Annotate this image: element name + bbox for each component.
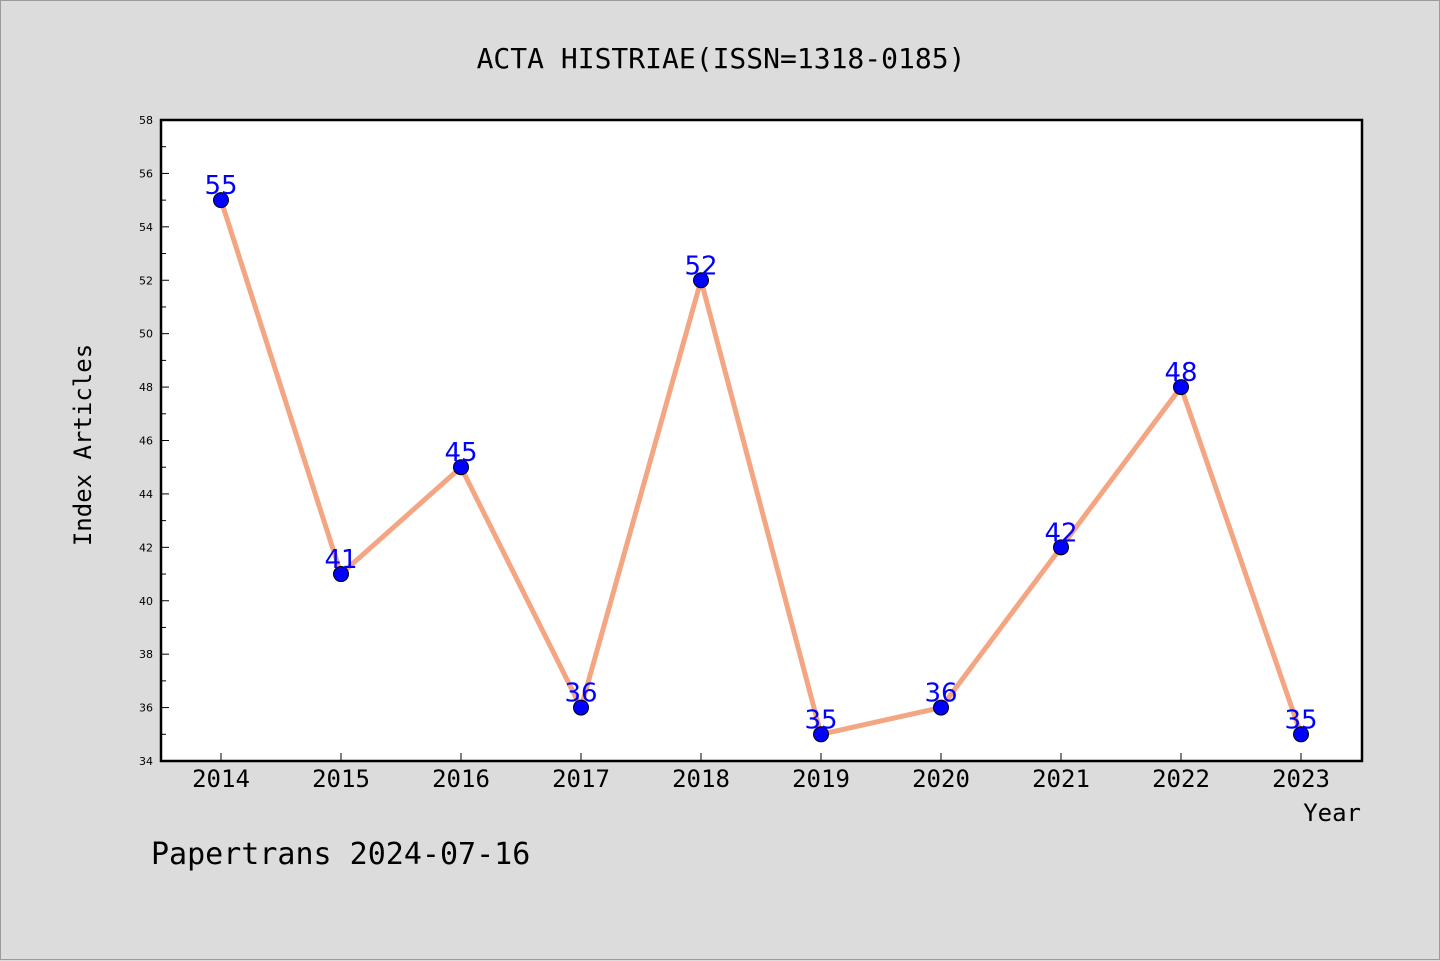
- y-tick-label: 44: [139, 488, 153, 501]
- footer-watermark: Papertrans 2024-07-16: [151, 837, 530, 872]
- data-label: 36: [924, 679, 957, 709]
- data-point: [453, 459, 469, 476]
- x-tick-label: 2022: [1152, 765, 1210, 793]
- x-tick-label: 2019: [792, 765, 850, 793]
- y-axis-label: Index Articles: [69, 344, 97, 546]
- data-label: 35: [804, 705, 837, 735]
- data-label: 35: [1284, 705, 1317, 735]
- y-tick-label: 52: [139, 274, 153, 287]
- y-tick-label: 36: [139, 702, 153, 715]
- data-label: 41: [324, 545, 357, 575]
- x-tick-label: 2023: [1272, 765, 1330, 793]
- y-tick-label: 38: [139, 648, 153, 661]
- data-point: [813, 726, 829, 743]
- x-tick-label: 2018: [672, 765, 730, 793]
- y-tick-label: 40: [139, 595, 153, 608]
- x-tick-label: 2015: [312, 765, 370, 793]
- x-axis: 2014 2015 2016 2017 2018 2019 2020 2021 2022 2023: [192, 753, 1330, 793]
- series-line: [218, 199, 1304, 737]
- y-tick-label: 56: [139, 167, 153, 180]
- y-tick-label: 34: [139, 755, 153, 768]
- data-point: [573, 699, 589, 716]
- x-tick-label: 2017: [552, 765, 610, 793]
- data-label: 52: [684, 251, 717, 281]
- x-tick-label: 2016: [432, 765, 490, 793]
- data-point: [1053, 539, 1069, 556]
- x-tick-label: 2021: [1032, 765, 1090, 793]
- data-point: [1293, 726, 1309, 743]
- y-tick-label: 48: [139, 381, 153, 394]
- data-label: 42: [1044, 518, 1077, 548]
- plot-area: [159, 118, 1364, 763]
- series: 55 41 45 36 52 35 36 42 48 35: [204, 171, 1318, 743]
- data-label: 48: [1164, 358, 1197, 388]
- data-point: [933, 699, 949, 716]
- y-tick-label: 50: [139, 328, 153, 341]
- data-point: [693, 272, 709, 289]
- y-tick-label: 58: [139, 114, 153, 127]
- data-point: [213, 192, 229, 209]
- chart-title: ACTA HISTRIAE(ISSN=1318-0185): [477, 42, 966, 75]
- x-tick-label: 2014: [192, 765, 250, 793]
- y-tick-label: 42: [139, 541, 153, 554]
- data-label: 55: [204, 171, 237, 201]
- data-label: 45: [444, 438, 477, 468]
- data-point: [333, 566, 349, 583]
- y-tick-label: 46: [139, 435, 153, 448]
- x-axis-label: Year: [1303, 799, 1361, 827]
- y-tick-label: 54: [139, 221, 153, 234]
- data-point: [1173, 379, 1189, 396]
- y-axis: 34 36 38 40 42 44 46 48 50 52 54 56 58: [139, 114, 169, 768]
- data-label: 36: [564, 679, 597, 709]
- x-tick-label: 2020: [912, 765, 970, 793]
